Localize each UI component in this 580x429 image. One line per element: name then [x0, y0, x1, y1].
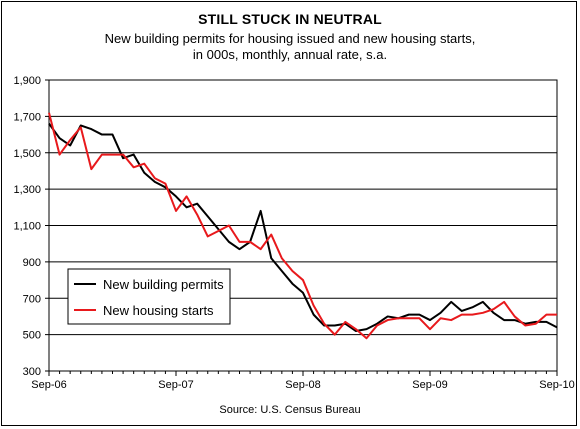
series-lines [48, 112, 558, 340]
series-line-building-permits [48, 123, 558, 332]
series-line-housing-starts [48, 112, 557, 340]
chart-source: Source: U.S. Census Bureau [219, 404, 361, 416]
legend: New building permits New housing starts [67, 268, 231, 325]
legend-label-permits: New building permits [103, 277, 224, 292]
x-tick-label: Sep-08 [285, 379, 320, 391]
y-tick-label: 700 [23, 293, 41, 305]
y-tick-label: 900 [23, 257, 41, 269]
x-tick-label: Sep-07 [158, 379, 193, 391]
chart-subtitle-line-2: in 000s, monthly, annual rate, s.a. [192, 47, 388, 62]
x-tick-label: Sep-10 [539, 379, 574, 391]
x-tick-label: Sep-06 [31, 379, 66, 391]
gridlines [48, 79, 558, 372]
y-tick-label: 1,500 [13, 148, 41, 160]
chart-subtitle-line-1: New building permits for housing issued … [104, 31, 476, 46]
axes: 300 500 700 900 1,100 1,300 1,500 1,700 1,900 Sep… [13, 75, 574, 391]
y-tick-label: 1,100 [13, 221, 41, 233]
legend-box [67, 268, 231, 325]
y-tick-label: 1,300 [13, 184, 41, 196]
legend-label-starts: New housing starts [103, 303, 214, 318]
x-tick-label: Sep-09 [412, 379, 447, 391]
y-tick-label: 1,700 [13, 111, 41, 123]
y-tick-label: 1,900 [13, 75, 41, 87]
chart-title: STILL STUCK IN NEUTRAL [198, 11, 382, 27]
y-tick-label: 500 [23, 330, 41, 342]
y-tick-label: 300 [23, 366, 41, 378]
